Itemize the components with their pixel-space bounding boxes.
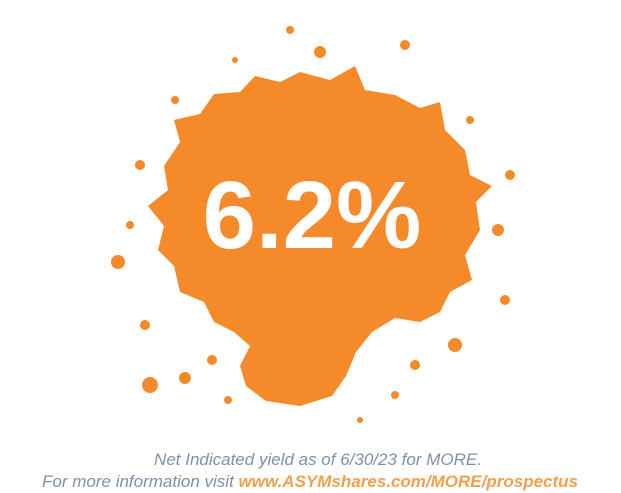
yield-value: 6.2% bbox=[203, 162, 422, 269]
prospectus-link: www.ASYMshares.com/MORE/prospectus bbox=[239, 472, 578, 491]
caption-line: For more information visit www.ASYMshare… bbox=[42, 472, 578, 491]
caption-text: For more information visit bbox=[42, 472, 235, 491]
caption-line: Net Indicated yield as of 6/30/23 for MO… bbox=[154, 450, 482, 469]
infographic: 6.2% Net Indicated yield as of 6/30/23 f… bbox=[0, 0, 621, 493]
